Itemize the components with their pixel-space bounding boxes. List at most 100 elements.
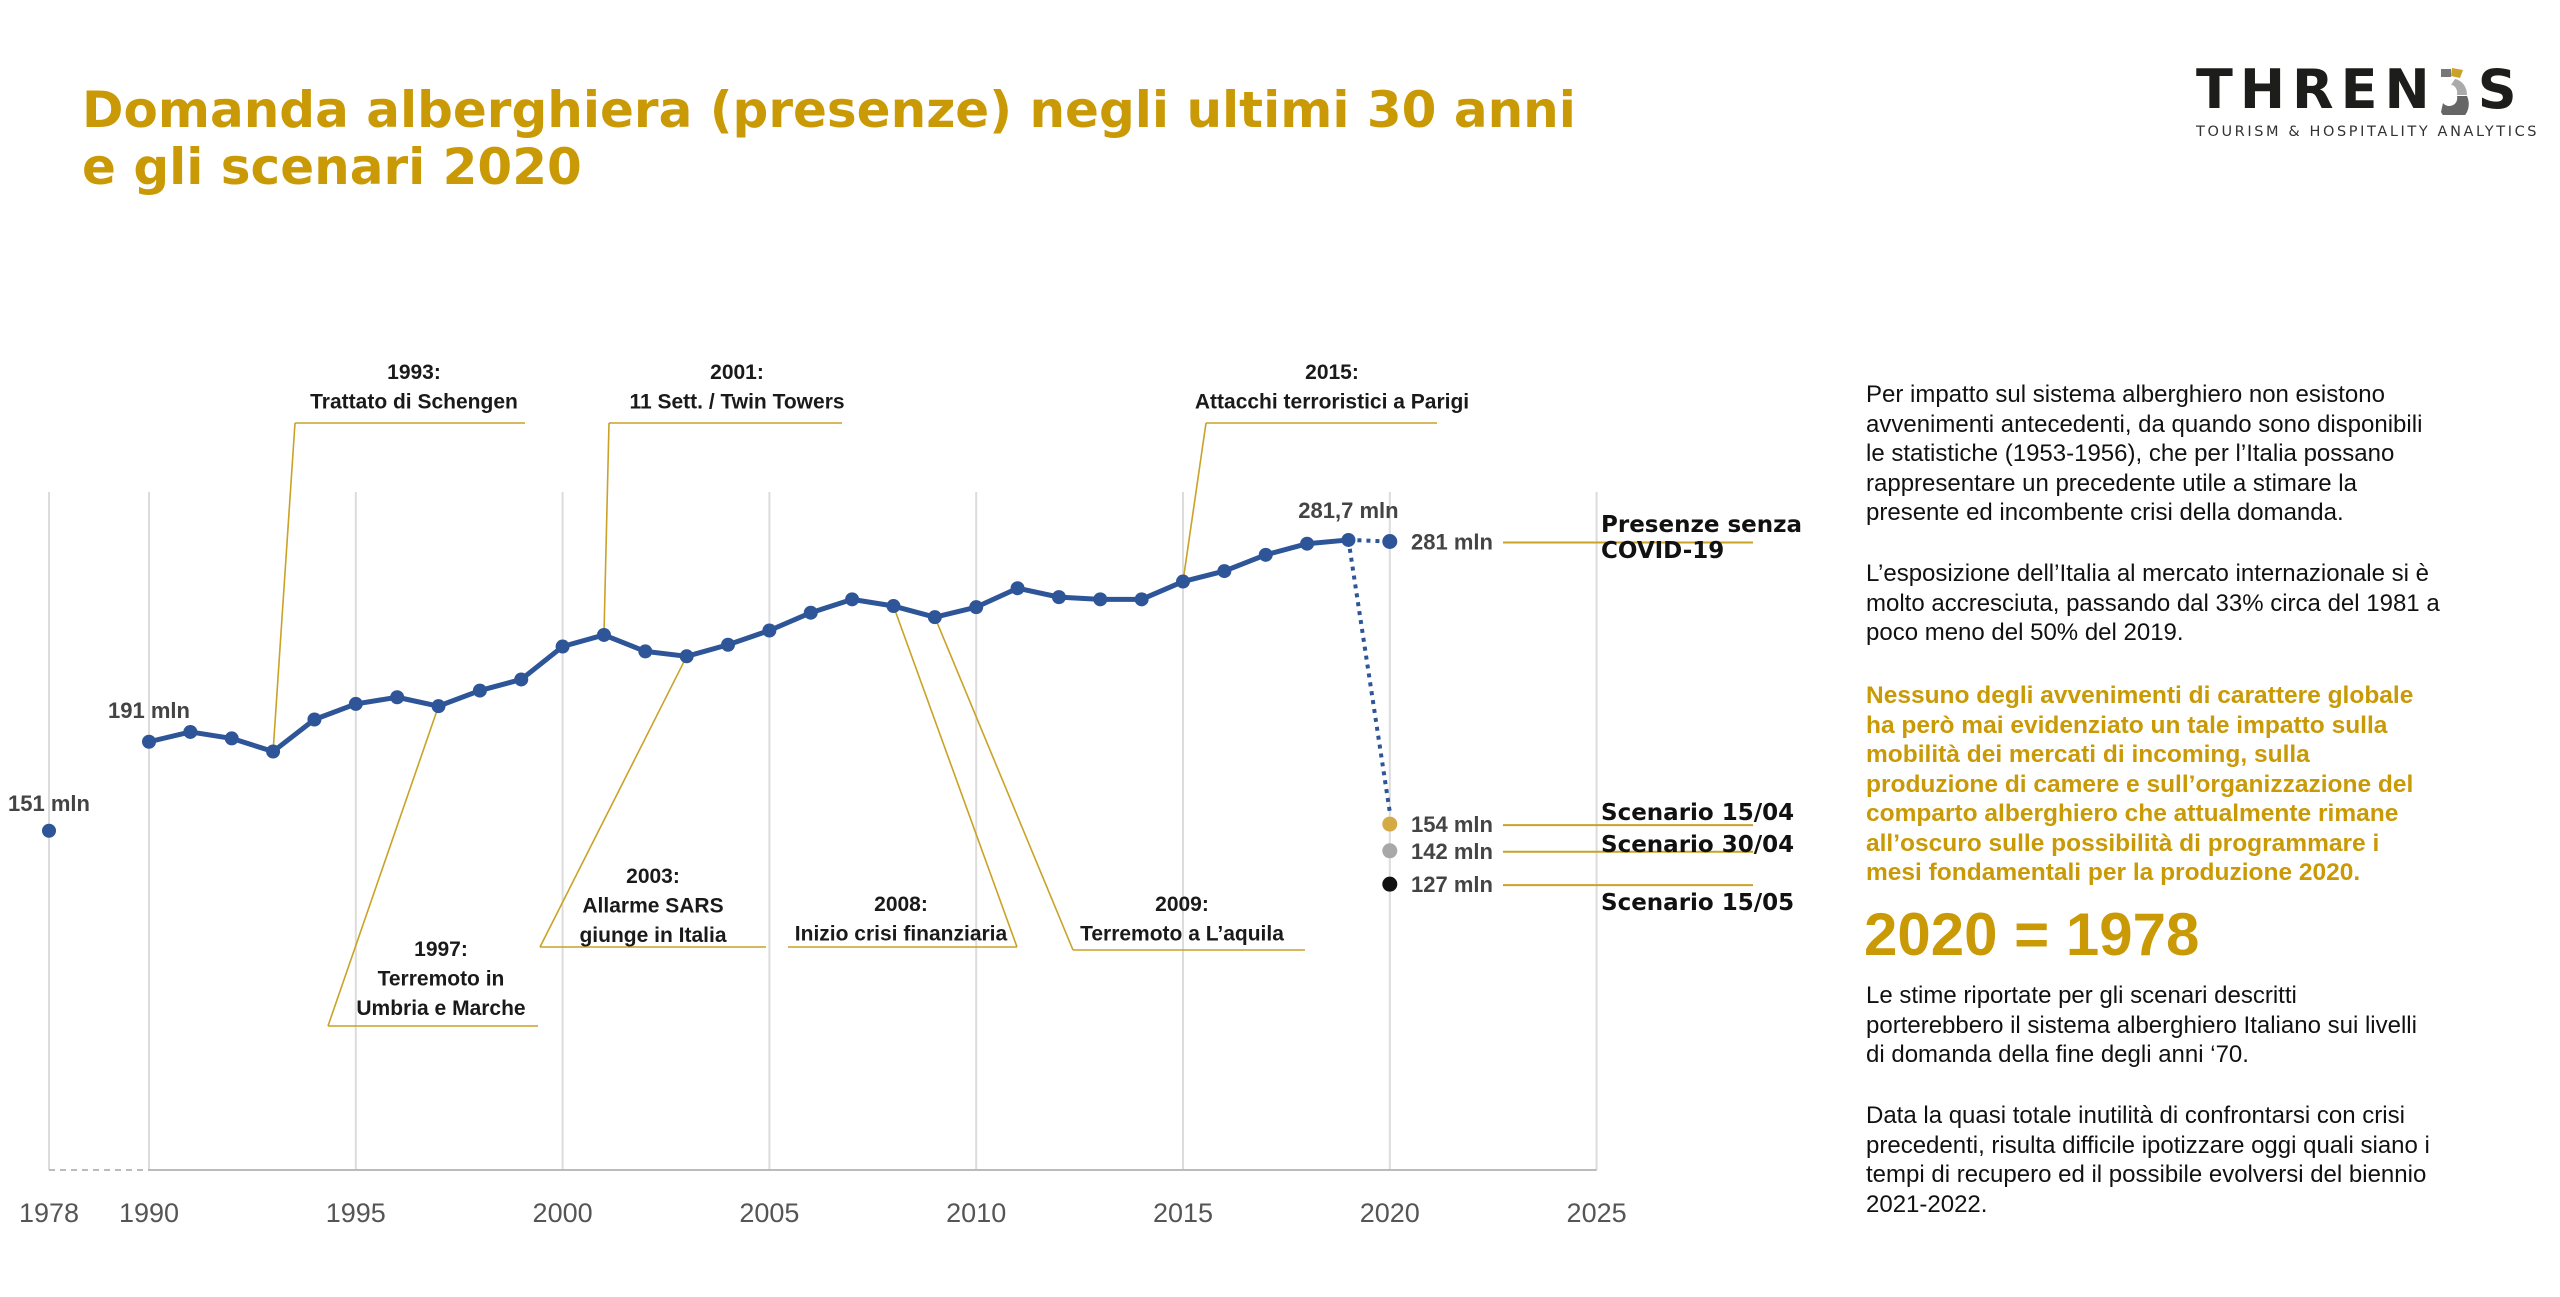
data-point (1176, 574, 1190, 589)
data-point (1051, 590, 1066, 605)
paragraph-line: Le stime riportate per gli scenari descr… (1866, 982, 2297, 1009)
scenario-legend-label: COVID-19 (1601, 538, 1724, 564)
annotation-leader-line (1182, 422, 1207, 582)
scenario-legend-label: Presenze senza (1601, 512, 1802, 538)
data-point (1258, 547, 1273, 562)
data-point (927, 610, 942, 625)
data-point (803, 605, 818, 620)
logo-text-left: THREN (2196, 58, 2437, 121)
scenario-point (1382, 816, 1398, 832)
paragraph-esposizione: L’esposizione dell’Italia al mercato int… (1866, 559, 2546, 648)
paragraph-line: le statistiche (1953-1956), che per l’It… (1866, 440, 2395, 467)
series-line-senza-covid (1348, 537, 1390, 544)
paragraph-line: Data la quasi totale inutilità di confro… (1866, 1102, 2405, 1129)
x-tick-label: 2005 (739, 1198, 799, 1228)
annotation-label: Trattato di Schengen (310, 391, 518, 414)
scenario-legend-label: Scenario 15/04 (1601, 800, 1794, 826)
annotation-label: 1997: (414, 938, 468, 961)
paragraph-highlight: Nessuno degli avvenimenti di carattere g… (1866, 681, 2546, 888)
data-point (183, 724, 198, 739)
data-point (555, 639, 570, 654)
data-label: 151 mln (8, 791, 90, 816)
x-tick-label: 1995 (326, 1198, 386, 1228)
paragraph-impatto: Per impatto sul sistema alberghiero non … (1866, 380, 2546, 528)
series-line-presenze (148, 537, 1349, 755)
title-line-2: e gli scenari 2020 (82, 138, 582, 196)
annotation-leader-line (327, 705, 440, 1027)
x-tick-label: 2020 (1360, 1198, 1420, 1228)
data-point (224, 731, 239, 746)
data-point (307, 712, 322, 727)
data-point (431, 699, 446, 714)
annotation-label: Inizio crisi finanziaria (795, 923, 1008, 946)
x-tick-label: 1990 (119, 1198, 179, 1228)
paragraph-line: di domanda della fine degli anni ‘70. (1866, 1041, 2249, 1068)
annotation-label: 2001: (710, 361, 764, 384)
annotation-label: giunge in Italia (579, 924, 726, 947)
paragraph-line: comparto alberghiero che attualmente rim… (1866, 800, 2399, 827)
data-point (596, 627, 611, 642)
paragraph-line: mesi fondamentali per la produzione 2020… (1866, 859, 2361, 886)
data-point (1217, 564, 1232, 579)
data-point (721, 637, 736, 652)
data-point (266, 744, 281, 759)
paragraph-line: tempi di recupero ed il possibile evolve… (1866, 1161, 2427, 1188)
page-title: Domanda alberghiera (presenze) negli ult… (82, 82, 1576, 196)
data-label: 191 mln (108, 698, 190, 723)
annotation-label: 2008: (874, 893, 928, 916)
x-tick-label: 2010 (946, 1198, 1006, 1228)
paragraph-line: all’oscuro sulle possibilità di programm… (1866, 829, 2380, 857)
paragraph-line: precedenti, risulta difficile ipotizzare… (1866, 1131, 2430, 1159)
x-tick-label: 2000 (533, 1198, 593, 1228)
annotation-label: 1993: (387, 361, 441, 384)
title-line-1: Domanda alberghiera (presenze) negli ult… (82, 81, 1576, 139)
annotation-label: Attacchi terroristici a Parigi (1195, 391, 1469, 414)
data-point (969, 600, 984, 615)
data-point (845, 592, 860, 607)
scenario-point (1382, 534, 1398, 549)
paragraph-line: ha però mai evidenziato un tale impatto … (1866, 711, 2388, 739)
data-point (1300, 536, 1315, 551)
x-tick-label: 1978 (19, 1198, 79, 1228)
paragraph-line: Per impatto sul sistema alberghiero non … (1866, 381, 2385, 408)
data-point (142, 734, 156, 749)
scenario-value-label: 127 mln (1411, 872, 1493, 897)
paragraph-line: mobilità dei mercati di incoming, sulla (1866, 741, 2310, 768)
logo-subtitle: TOURISM & HOSPITALITY ANALYTICS (2196, 124, 2540, 140)
headline-2020-1978: 2020 = 1978 (1864, 901, 2200, 968)
paragraph-line: presente ed incombente crisi della doman… (1866, 499, 2344, 526)
scenario-value-label: 142 mln (1411, 839, 1493, 864)
annotation-label: 11 Sett. / Twin Towers (629, 391, 844, 414)
annotation-label: 2003: (626, 865, 680, 888)
annotation-label: Umbria e Marche (356, 997, 525, 1020)
data-point (348, 696, 363, 711)
scenario-legend-label: Scenario 15/05 (1601, 890, 1794, 916)
data-point (1134, 592, 1149, 607)
x-tick-label: 2015 (1153, 1198, 1213, 1228)
paragraph-line: poco meno del 50% del 2019. (1866, 619, 2184, 646)
paragraph-line: avvenimenti antecedenti, da quando sono … (1866, 410, 2423, 438)
data-point (390, 690, 405, 705)
annotation-leader-line (892, 605, 1018, 948)
paragraph-line: 2021-2022. (1866, 1190, 1988, 1218)
paragraph-stime: Le stime riportate per gli scenari descr… (1866, 981, 2546, 1070)
data-point (42, 823, 56, 838)
data-point (1341, 532, 1356, 547)
scenario-point (1382, 876, 1398, 892)
annotation-label: 2015: (1305, 361, 1359, 384)
data-label: 281,7 mln (1298, 498, 1398, 523)
annotation-label: Allarme SARS (582, 895, 723, 918)
paragraph-line: molto accresciuta, passando dal 33% circ… (1866, 589, 2440, 617)
scenario-point (1382, 843, 1398, 859)
paragraph-line: Nessuno degli avvenimenti di carattere g… (1866, 682, 2414, 709)
paragraph-line: produzione di camere e sull’organizzazio… (1866, 770, 2414, 798)
data-point (472, 683, 487, 698)
data-point (514, 672, 529, 687)
x-tick-label: 2025 (1567, 1198, 1627, 1228)
annotation-leader-line (539, 655, 688, 948)
paragraph-line: rappresentare un precedente utile a stim… (1866, 469, 2357, 497)
annotation-label: 2009: (1155, 893, 1209, 916)
data-point (1010, 581, 1025, 596)
annotation-label: Terremoto in (378, 968, 505, 991)
annotation-label: Terremoto a L’aquila (1080, 923, 1284, 946)
